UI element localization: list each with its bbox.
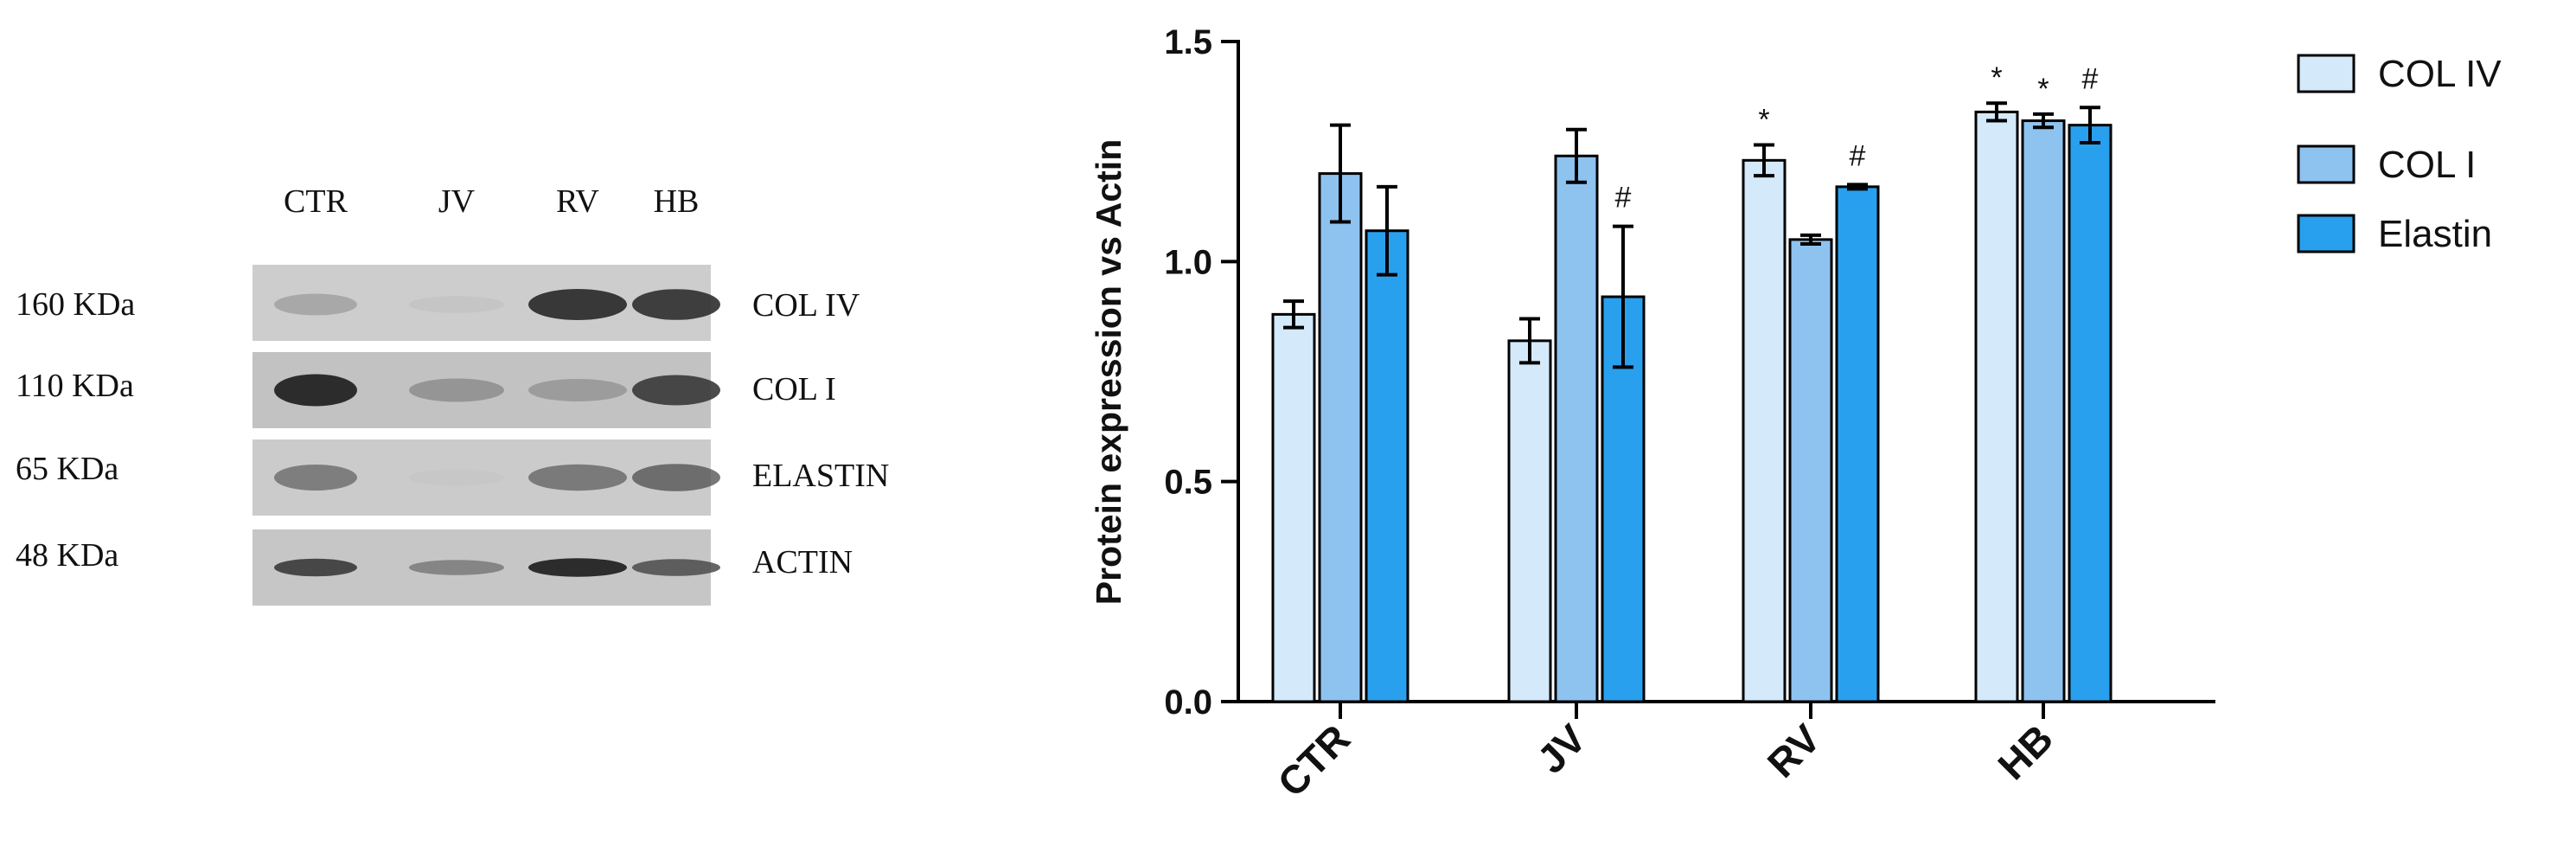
lane-label-jv: JV xyxy=(438,183,476,220)
blot-protein-label: COL IV xyxy=(752,287,860,324)
blot-band-group xyxy=(274,464,720,491)
blot-band xyxy=(528,289,627,320)
legend-swatch xyxy=(2297,144,2355,184)
blot-protein-label: COL I xyxy=(752,371,836,407)
error-bar-group xyxy=(1283,101,2100,369)
blot-band xyxy=(528,464,627,491)
bar xyxy=(2068,124,2113,703)
lane-label-ctr: CTR xyxy=(284,183,348,220)
bar xyxy=(1507,339,1552,703)
bar xyxy=(1365,229,1409,703)
bar-group xyxy=(1271,110,2113,703)
y-tick-label: 0.0 xyxy=(1164,683,1212,722)
blot-band xyxy=(632,375,720,406)
x-category-label: CTR xyxy=(1269,715,1358,805)
significance-mark: # xyxy=(2082,62,2099,95)
bar-chart-panel: Protein expression vs Actin 0.0 0.5 1.0 1.5… xyxy=(1089,23,2502,805)
blot-protein-label: ACTIN xyxy=(752,544,853,580)
bar xyxy=(1788,238,1833,703)
blot-band xyxy=(528,558,627,577)
blot-band xyxy=(409,378,504,402)
legend-swatch xyxy=(2297,214,2355,253)
y-axis-title: Protein expression vs Actin xyxy=(1089,139,1128,606)
y-ticks: 0.0 0.5 1.0 1.5 xyxy=(1164,23,1238,722)
bar xyxy=(1974,110,2019,703)
y-tick-label: 0.5 xyxy=(1164,464,1212,502)
blot-band xyxy=(632,289,720,320)
blot-weight-label: 110 KDa xyxy=(16,368,134,404)
x-category-label: HB xyxy=(1989,715,2061,788)
blot-weight-label: 65 KDa xyxy=(16,451,118,487)
legend-label: COL I xyxy=(2378,144,2476,186)
blot-band xyxy=(274,465,357,491)
significance-mark: * xyxy=(2037,73,2049,106)
western-blot-panel: CTR JV RV HB 160 KDa COL IV 110 KDa COL … xyxy=(16,183,889,606)
bar xyxy=(1271,312,1316,703)
significance-mark: * xyxy=(1991,61,2002,94)
y-tick-label: 1.5 xyxy=(1164,23,1212,61)
significance-marks: # * # * * # xyxy=(1615,61,2099,214)
blot-band xyxy=(632,559,720,576)
lane-label-hb: HB xyxy=(654,183,700,220)
blot-protein-label: ELASTIN xyxy=(752,458,889,494)
legend-label: COL IV xyxy=(2378,53,2502,95)
blot-band xyxy=(274,293,357,316)
bar xyxy=(1835,185,1880,703)
legend-swatch xyxy=(2297,54,2355,93)
blot-band xyxy=(409,296,504,313)
chart-legend: COL IV COL I Elastin xyxy=(2297,53,2502,255)
blot-band xyxy=(409,469,504,486)
blot-band xyxy=(632,464,720,491)
blot-band-group xyxy=(274,558,720,577)
significance-mark: # xyxy=(1615,182,1632,215)
y-tick-label: 1.0 xyxy=(1164,243,1212,281)
bar xyxy=(2021,119,2066,703)
blot-weight-label: 48 KDa xyxy=(16,537,118,574)
category-labels: CTR JV RV HB xyxy=(1269,715,2061,805)
blot-weight-label: 160 KDa xyxy=(16,286,135,323)
significance-mark: # xyxy=(1850,139,1866,172)
significance-mark: * xyxy=(1758,104,1769,137)
blot-band xyxy=(274,558,357,577)
blot-band xyxy=(274,374,357,407)
blot-band-group xyxy=(274,289,720,320)
x-category-label: RV xyxy=(1759,715,1830,786)
x-category-label: JV xyxy=(1529,715,1595,782)
blot-band xyxy=(409,560,504,575)
legend-label: Elastin xyxy=(2378,213,2492,255)
bar xyxy=(1554,154,1599,703)
bar xyxy=(1742,158,1787,703)
blot-band xyxy=(528,379,627,401)
blot-band-group xyxy=(274,374,720,407)
bar xyxy=(1318,172,1363,703)
x-ticks xyxy=(1339,702,2045,719)
lane-label-rv: RV xyxy=(556,183,599,220)
